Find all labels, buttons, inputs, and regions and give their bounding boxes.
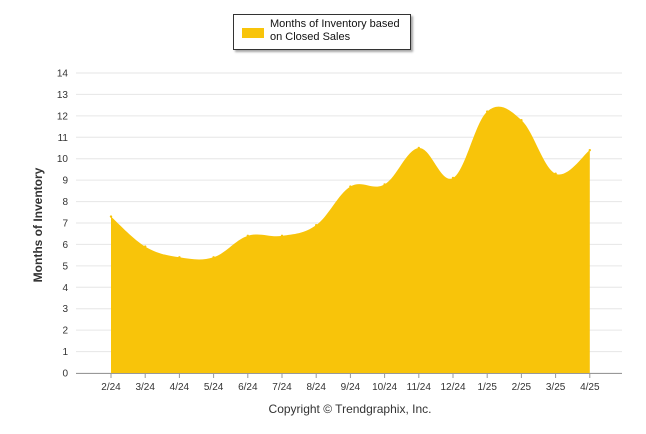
x-tick-label: 5/24 (204, 382, 224, 393)
y-tick-label: 2 (62, 326, 68, 337)
y-tick-label: 6 (62, 240, 68, 251)
y-tick-label: 12 (57, 111, 69, 122)
data-point-3-25 (554, 172, 557, 175)
data-point-2-25 (520, 118, 523, 122)
data-point-8-24 (315, 223, 318, 227)
y-tick-label: 3 (62, 304, 68, 315)
data-point-4-24 (178, 256, 181, 259)
x-tick-label: 12/24 (440, 382, 465, 393)
y-tick-label: 0 (62, 369, 68, 380)
x-tick-label: 10/24 (372, 382, 397, 393)
series-area (111, 106, 590, 374)
y-tick-label: 11 (58, 133, 69, 144)
copyright-text: Copyright © Trendgraphix, Inc. (268, 402, 432, 416)
data-point-3-24 (144, 245, 147, 248)
x-tick-label: 3/25 (546, 382, 566, 393)
data-point-7-24 (280, 234, 284, 238)
data-point-5-24 (212, 256, 215, 259)
data-point-10-24 (383, 183, 386, 186)
x-tick-label: 7/24 (272, 382, 292, 393)
data-point-9-24 (349, 185, 352, 188)
x-tick-label: 9/24 (341, 382, 361, 393)
x-tick-label: 8/24 (306, 382, 326, 393)
data-point-4-25 (588, 148, 591, 152)
x-tick-label: 6/24 (238, 382, 258, 393)
y-tick-label: 4 (62, 283, 68, 294)
data-point-12-24 (451, 176, 455, 180)
data-point-11-24 (417, 146, 420, 150)
x-tick-label: 2/25 (512, 382, 532, 393)
x-tick-label: 4/24 (170, 382, 190, 393)
y-tick-label: 13 (57, 90, 69, 101)
legend-label: Months of Inventory based on Closed Sale… (270, 18, 400, 43)
y-tick-label: 14 (57, 69, 69, 80)
plot-area (109, 106, 591, 374)
y-tick-label: 8 (62, 197, 68, 208)
data-point-1-25 (486, 110, 489, 113)
y-tick-label: 9 (62, 176, 68, 187)
y-tick-label: 5 (62, 261, 68, 272)
x-tick-labels: 2/24 3/24 4/24 5/24 6/24 7/24 8/24 9/24 10/24 11/… (101, 382, 600, 393)
y-tick-label: 7 (62, 219, 68, 230)
x-tick-label: 3/24 (135, 382, 155, 393)
legend-swatch (242, 28, 264, 38)
y-axis-title: Months of Inventory (31, 167, 45, 283)
x-tick-label: 2/24 (101, 382, 121, 393)
y-tick-label: 1 (62, 347, 68, 358)
y-tick-label: 10 (57, 154, 69, 165)
x-tick-label: 1/25 (477, 382, 497, 393)
x-tick-label: 4/25 (580, 382, 600, 393)
data-point-2-24 (109, 215, 113, 218)
legend: Months of Inventory based on Closed Sale… (233, 14, 411, 50)
data-point-6-24 (246, 234, 249, 238)
axes (76, 373, 622, 378)
x-tick-label: 11/24 (407, 382, 432, 393)
